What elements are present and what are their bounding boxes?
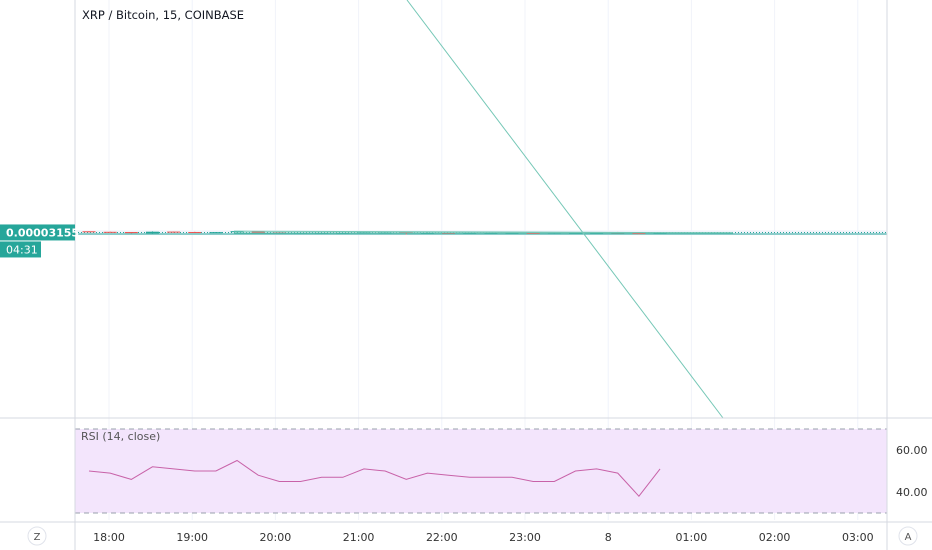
- trend-line-steep: [406, 0, 724, 419]
- candle-body: [167, 231, 181, 233]
- auto-scale-button-label: A: [905, 532, 912, 543]
- candle-body: [294, 233, 307, 235]
- countdown-label: 04:31: [6, 243, 38, 256]
- candle-body: [82, 231, 96, 233]
- chart-title: XRP / Bitcoin, 15, COINBASE: [82, 8, 244, 22]
- candle-body: [209, 232, 223, 234]
- rsi-tick-label: 40.00: [896, 486, 928, 499]
- x-tick-label: 19:00: [176, 531, 208, 544]
- candle-body: [188, 232, 202, 234]
- x-tick-label: 03:00: [842, 531, 874, 544]
- candle-body: [124, 232, 138, 234]
- candle-body: [399, 231, 413, 233]
- x-tick-label: 22:00: [426, 531, 458, 544]
- candle-body: [484, 233, 498, 234]
- rsi-line: [88, 459, 661, 497]
- zoom-button-label: Z: [34, 532, 41, 543]
- x-tick-label: 8: [605, 531, 612, 544]
- trend-lines: [233, 0, 734, 419]
- x-tick-label: 23:00: [509, 531, 541, 544]
- x-tick-label: 21:00: [343, 531, 375, 544]
- zoom-button[interactable]: [27, 526, 47, 546]
- current-price-label: 0.00003155: [6, 226, 79, 239]
- candle-body: [505, 233, 519, 234]
- candle-body: [103, 231, 117, 233]
- x-tick-label: 01:00: [676, 531, 708, 544]
- candle-body: [632, 233, 646, 235]
- rsi-tick-label: 60.00: [896, 444, 928, 457]
- x-tick-label: 18:00: [93, 531, 125, 544]
- candle-body: [463, 233, 477, 234]
- candle-body: [547, 233, 561, 235]
- auto-scale-button[interactable]: [898, 526, 918, 546]
- candle-body: [526, 233, 540, 234]
- current-price-tag: [0, 224, 75, 241]
- x-tick-label: 20:00: [260, 531, 292, 544]
- x-tick-label: 02:00: [759, 531, 791, 544]
- countdown-tag: [0, 241, 41, 258]
- rsi-pane: RSI (14, close) 60.00 40.00: [75, 428, 928, 514]
- candle-body: [251, 231, 265, 233]
- candle-body: [653, 232, 667, 235]
- rsi-label: RSI (14, close): [81, 430, 160, 443]
- candle-body: [145, 231, 159, 234]
